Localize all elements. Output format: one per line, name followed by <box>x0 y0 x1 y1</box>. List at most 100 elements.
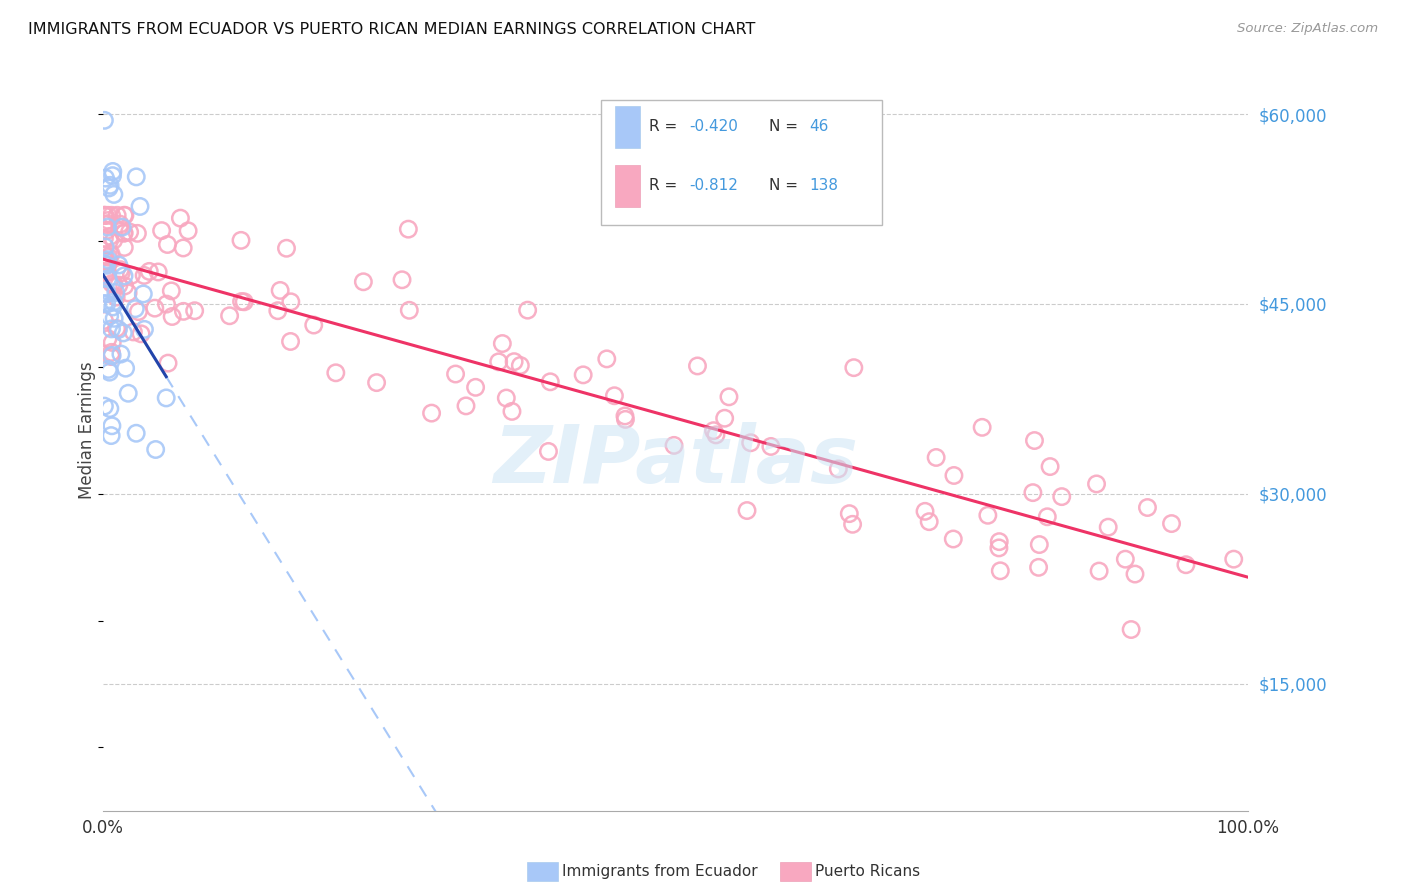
Point <box>325 366 347 380</box>
Point <box>491 336 513 351</box>
Point <box>114 208 136 222</box>
Point <box>97 362 120 376</box>
Point <box>280 334 302 349</box>
Point <box>117 386 139 401</box>
Point <box>1039 459 1062 474</box>
Point <box>464 380 486 394</box>
Y-axis label: Median Earnings: Median Earnings <box>79 362 96 500</box>
Point <box>93 113 115 128</box>
Text: R =: R = <box>650 120 682 135</box>
Point <box>125 169 148 184</box>
Point <box>112 226 135 240</box>
Point <box>101 418 124 433</box>
Point <box>96 266 118 280</box>
Point <box>509 359 531 373</box>
Point <box>96 223 118 237</box>
Point <box>231 294 253 309</box>
Point <box>1160 516 1182 531</box>
Point <box>686 359 709 373</box>
Point <box>100 345 122 359</box>
Point <box>100 428 122 442</box>
Point <box>516 303 538 318</box>
Point <box>103 277 125 292</box>
Point <box>988 564 1011 578</box>
Bar <box>614 106 640 148</box>
Point <box>1136 500 1159 515</box>
Point <box>97 217 120 231</box>
Point <box>735 503 758 517</box>
Point <box>150 224 173 238</box>
Point <box>1050 490 1073 504</box>
Point <box>124 301 146 316</box>
Point <box>420 406 443 420</box>
Point <box>93 296 115 310</box>
Point <box>112 208 135 222</box>
Point <box>110 347 132 361</box>
Point <box>108 258 131 272</box>
Point <box>96 297 118 311</box>
Point <box>122 325 145 339</box>
Point <box>145 442 167 457</box>
Point <box>96 286 118 301</box>
Point <box>101 335 124 350</box>
Point <box>302 318 325 332</box>
Text: IMMIGRANTS FROM ECUADOR VS PUERTO RICAN MEDIAN EARNINGS CORRELATION CHART: IMMIGRANTS FROM ECUADOR VS PUERTO RICAN … <box>28 22 755 37</box>
Point <box>101 169 124 183</box>
Text: 138: 138 <box>810 178 838 194</box>
Point <box>118 225 141 239</box>
Point <box>103 311 125 326</box>
Point <box>94 240 117 254</box>
Point <box>276 241 298 255</box>
Text: -0.420: -0.420 <box>689 120 738 135</box>
Point <box>155 391 177 405</box>
Point <box>110 266 132 280</box>
Point <box>157 356 180 370</box>
Point <box>841 517 863 532</box>
Point <box>93 257 115 271</box>
Text: Immigrants from Ecuador: Immigrants from Ecuador <box>562 864 758 879</box>
Point <box>94 171 117 186</box>
Point <box>127 227 149 241</box>
Point <box>280 294 302 309</box>
Text: -0.812: -0.812 <box>689 178 738 194</box>
Point <box>105 290 128 304</box>
Point <box>713 411 735 425</box>
Point <box>156 237 179 252</box>
Text: Source: ZipAtlas.com: Source: ZipAtlas.com <box>1237 22 1378 36</box>
Point <box>129 199 152 213</box>
Text: R =: R = <box>650 178 682 194</box>
Point <box>183 303 205 318</box>
Point <box>94 208 117 222</box>
Point <box>914 504 936 518</box>
Point <box>96 220 118 235</box>
Point <box>1028 537 1050 551</box>
Point <box>444 367 467 381</box>
Point <box>127 304 149 318</box>
Point <box>827 462 849 476</box>
Point <box>703 424 725 438</box>
Point <box>111 220 134 235</box>
Text: N =: N = <box>769 178 803 194</box>
Point <box>1024 434 1046 448</box>
Point <box>98 401 121 416</box>
Point <box>662 438 685 452</box>
Point <box>97 271 120 285</box>
Point <box>93 399 115 413</box>
Point <box>169 211 191 226</box>
Point <box>918 515 941 529</box>
Point <box>107 322 129 336</box>
Point <box>97 332 120 346</box>
FancyBboxPatch shape <box>602 100 882 226</box>
Point <box>94 254 117 268</box>
Point <box>160 284 183 298</box>
Text: Puerto Ricans: Puerto Ricans <box>815 864 921 879</box>
Point <box>987 541 1010 555</box>
Point <box>98 309 121 323</box>
Point <box>1085 477 1108 491</box>
Point <box>112 226 135 240</box>
Point <box>148 265 170 279</box>
Point <box>740 435 762 450</box>
Point <box>96 254 118 268</box>
Point <box>114 361 136 376</box>
Point <box>97 208 120 222</box>
